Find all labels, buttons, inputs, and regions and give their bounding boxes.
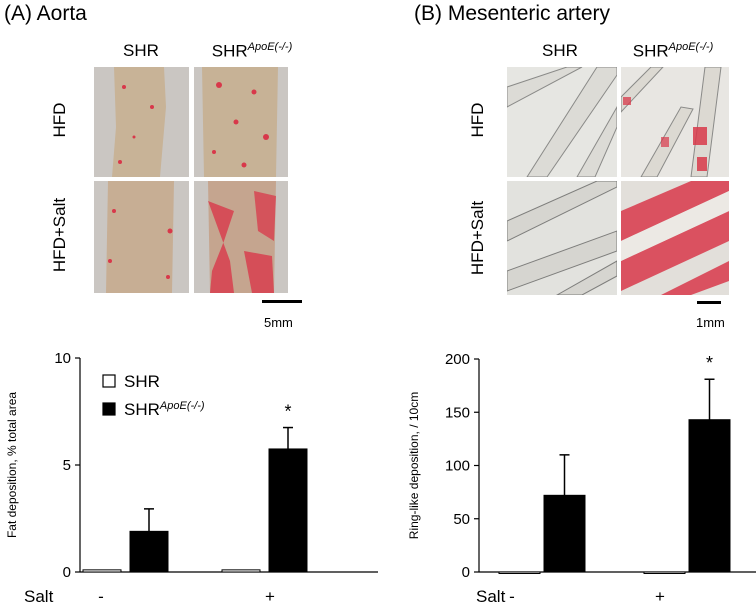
artery-photo-shr-hfd-salt [507,181,617,295]
legend-swatch-apoe [102,402,116,416]
chart-b-x-label: Salt [476,587,506,603]
chart-a-category-label: + [265,587,275,603]
chart-b-category-label: - [509,587,515,603]
chart-a-bar-shr-no-salt [82,569,122,573]
chart-b-y-tick-label: 0 [462,564,470,581]
legend-label-shr: SHR [124,372,160,391]
chart-a-bar-apoe-salt [268,448,308,573]
panel-b-row-label-hfd-salt: HFD+Salt [468,200,487,276]
chart-a-bar-apoe-no-salt [129,530,169,573]
chart-b-bar-shr-no-salt [498,571,541,574]
legend-label-apoe: SHRApoE(-/-) [124,400,205,419]
legend-swatch-shr [102,374,116,388]
chart-b-bar-apoe-no-salt [543,494,586,573]
aorta-photo-shr-hfd [94,67,189,177]
panel-a-title: (A) Aorta [4,2,87,25]
chart-b-y-tick-label: 100 [445,458,470,475]
panel-a-row-label-hfd: HFD [50,102,69,138]
panel-b-col-label-shr: SHR [542,41,578,60]
panel-b-col-label-shr-apoe: SHRApoE(-/-) [632,41,714,61]
chart-a-significance-star: * [284,402,291,422]
chart-b-bar-apoe-salt [688,419,731,573]
chart-b-significance-star: * [706,353,713,373]
chart-a-category-label: - [98,587,104,603]
chart-a-y-tick-label: 10 [54,350,71,367]
panel-a-scale-bar [262,300,302,303]
panel-a-col-label-shr: SHR [123,41,159,60]
chart-b-y-tick-label: 50 [453,511,470,528]
chart-b-bar-shr-salt [643,571,686,574]
panel-b-title: (B) Mesenteric artery [414,2,611,25]
aorta-photo-apoe-hfd-salt [194,181,288,293]
panel-b-row-label-hfd: HFD [468,102,487,138]
artery-photo-shr-hfd [507,67,617,177]
chart-fat-deposition: 0 5 10 Fat deposition, % total area - * + Salt S… [5,350,378,603]
chart-a-y-tick-label: 5 [63,457,71,474]
panel-a-col-label-shr-apoe: SHRApoE(-/-) [211,41,293,61]
chart-b-y-tick-label: 200 [445,351,470,368]
chart-a-y-tick-label: 0 [63,564,71,581]
panel-a-row-label-hfd-salt: HFD+Salt [50,197,69,273]
aorta-photo-apoe-hfd [194,67,288,177]
chart-a-y-label: Fat deposition, % total area [5,392,19,538]
chart-b-y-tick-label: 150 [445,404,470,421]
artery-photo-apoe-hfd [621,67,729,177]
chart-a-x-label: Salt [24,587,54,603]
panel-a-scale-label: 5mm [264,315,293,330]
panel-b-scale-bar [697,301,721,304]
chart-ring-like-deposition: 0 50 100 150 200 Ring-like deposition, / 10cm… [407,351,756,603]
aorta-photo-shr-hfd-salt [94,181,189,293]
chart-b-y-label: Ring-like deposition, / 10cm [407,392,421,539]
chart-b-category-label: + [655,587,665,603]
chart-a-bar-shr-salt [221,569,261,573]
artery-photo-apoe-hfd-salt [621,181,729,295]
panel-b-scale-label: 1mm [696,315,725,330]
